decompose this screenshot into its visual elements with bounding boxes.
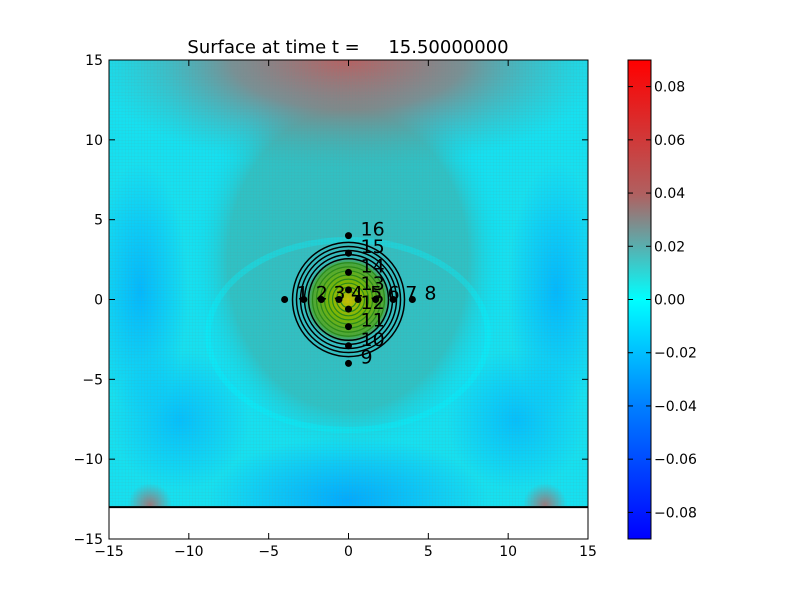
gauge-point — [345, 359, 352, 367]
colorbar-tick-label: −0.08 — [654, 505, 697, 521]
x-tick-label: −10 — [174, 544, 204, 560]
gauge-label: 16 — [361, 219, 385, 241]
contour-ring — [311, 262, 386, 337]
colorbar-tick-label: 0.08 — [654, 80, 685, 96]
y-tick-label: 10 — [85, 133, 103, 149]
colorbar-tick-label: −0.02 — [654, 346, 697, 362]
gauge-label: 14 — [361, 255, 385, 277]
y-tick-label: 5 — [94, 213, 103, 229]
gauge-point — [300, 296, 308, 303]
gauge-label: 11 — [361, 310, 385, 332]
contour-ring — [291, 241, 406, 358]
colorbar-tick-label: 0.00 — [654, 293, 685, 309]
colorbar-tick-label: 0.06 — [654, 133, 685, 149]
gauge-point — [335, 296, 343, 303]
gauge-label: 9 — [361, 346, 373, 368]
x-tick-label: 15 — [579, 544, 597, 560]
gauge-label: 13 — [361, 273, 385, 295]
gauge-point — [345, 232, 352, 240]
x-tick-label: 0 — [344, 544, 353, 560]
y-axis: −15 −10 −5 0 5 10 15 — [73, 53, 588, 548]
contour-ring — [295, 245, 402, 354]
contour-ring — [315, 266, 382, 333]
y-tick-label: −5 — [82, 372, 103, 388]
y-tick-label: −15 — [73, 532, 103, 548]
contour-ring — [331, 282, 366, 317]
contour-ring — [307, 257, 390, 342]
gauge-label: 10 — [361, 329, 385, 351]
y-tick-label: −10 — [73, 452, 103, 468]
colorbar-tick-label: −0.04 — [654, 399, 697, 415]
gauge-point — [281, 296, 289, 303]
x-tick-label: 5 — [424, 544, 433, 560]
x-tick-label: −15 — [94, 544, 124, 560]
colorbar-tick-label: −0.06 — [654, 452, 697, 468]
colorbar-tick-label: 0.02 — [654, 239, 685, 255]
gauge-point — [345, 305, 352, 313]
colorbar-ticks: 0.08 0.06 0.04 0.02 0.00 −0.02 −0.04 −0.06 −0.08 — [628, 80, 697, 521]
gauge-point — [354, 296, 362, 303]
gauge-label: 15 — [361, 236, 385, 258]
surface-heatmap — [109, 60, 588, 508]
x-axis: −15 −10 −5 0 5 10 15 — [94, 60, 597, 560]
gauge-point — [345, 342, 352, 350]
x-tick-label: 10 — [499, 544, 517, 560]
gauge-point — [389, 296, 397, 303]
gauge-point — [345, 323, 352, 331]
y-tick-label: 0 — [94, 293, 103, 309]
chart-title: Surface at time t = 15.50000000 — [187, 37, 508, 58]
contour-ring — [327, 278, 370, 321]
gauge-point — [345, 268, 352, 276]
gauge-point — [345, 286, 352, 294]
gauge-label: 8 — [424, 283, 436, 305]
x-tick-label: −5 — [258, 544, 279, 560]
colorbar-tick-label: 0.04 — [654, 186, 685, 202]
gauge-point — [372, 296, 380, 303]
gauge-label: 12 — [361, 292, 385, 314]
y-tick-label: 15 — [85, 53, 103, 69]
gauge-point — [345, 249, 352, 257]
gauge-point — [317, 296, 325, 303]
gauge-point — [408, 296, 416, 303]
